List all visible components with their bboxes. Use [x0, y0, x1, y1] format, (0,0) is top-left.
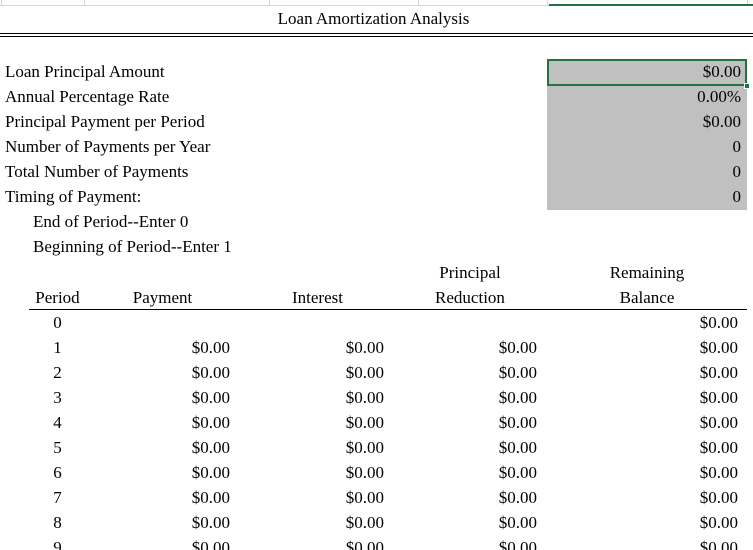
table-row: 8 $0.00 $0.00 $0.00 $0.00	[0, 510, 753, 535]
interest-cell[interactable]: $0.00	[345, 338, 384, 357]
header-balance-line2: Balance	[619, 288, 675, 307]
title-rule-top	[0, 33, 753, 34]
balance-cell[interactable]: $0.00	[699, 488, 738, 507]
balance-cell[interactable]: $0.00	[699, 388, 738, 407]
table-row: 5 $0.00 $0.00 $0.00 $0.00	[0, 435, 753, 460]
period-cell[interactable]: 6	[53, 463, 62, 482]
period-cell[interactable]: 7	[53, 488, 62, 507]
title-rule-bottom	[0, 36, 753, 37]
payment-cell[interactable]: $0.00	[191, 338, 230, 357]
principal-cell[interactable]: $0.00	[498, 438, 537, 457]
principal-cell[interactable]: $0.00	[498, 363, 537, 382]
table-row: 3 $0.00 $0.00 $0.00 $0.00	[0, 385, 753, 410]
payments-per-year-input[interactable]: 0	[732, 137, 742, 156]
table-row: 9 $0.00 $0.00 $0.00 $0.00	[0, 535, 753, 550]
payment-cell[interactable]: $0.00	[191, 438, 230, 457]
annual-rate-label: Annual Percentage Rate	[5, 87, 170, 106]
interest-cell[interactable]: $0.00	[345, 463, 384, 482]
fill-handle[interactable]	[744, 83, 750, 89]
interest-cell[interactable]: $0.00	[345, 363, 384, 382]
balance-cell[interactable]: $0.00	[699, 513, 738, 532]
period-cell[interactable]: 1	[53, 338, 62, 357]
period-cell[interactable]: 4	[53, 413, 62, 432]
principal-payment-label: Principal Payment per Period	[5, 112, 205, 131]
principal-cell[interactable]: $0.00	[498, 463, 537, 482]
total-payments-label: Total Number of Payments	[5, 162, 189, 181]
payment-cell[interactable]: $0.00	[191, 488, 230, 507]
table-row: 0 $0.00	[0, 310, 753, 335]
balance-cell[interactable]: $0.00	[699, 313, 738, 332]
principal-cell[interactable]: $0.00	[498, 488, 537, 507]
period-cell[interactable]: 5	[53, 438, 62, 457]
payment-cell[interactable]: $0.00	[191, 538, 230, 550]
balance-cell[interactable]: $0.00	[699, 338, 738, 357]
header-principal-line2: Reduction	[435, 288, 505, 307]
header-period: Period	[35, 288, 80, 307]
payment-cell[interactable]: $0.00	[191, 513, 230, 532]
period-cell[interactable]: 2	[53, 363, 62, 382]
table-row: 1 $0.00 $0.00 $0.00 $0.00	[0, 335, 753, 360]
balance-cell[interactable]: $0.00	[699, 413, 738, 432]
principal-cell[interactable]: $0.00	[498, 538, 537, 550]
period-cell[interactable]: 9	[53, 538, 62, 550]
payments-per-year-label: Number of Payments per Year	[5, 137, 211, 156]
payment-timing-label: Timing of Payment:	[5, 187, 142, 206]
interest-cell[interactable]: $0.00	[345, 388, 384, 407]
header-interest: Interest	[292, 288, 343, 307]
interest-cell[interactable]: $0.00	[345, 413, 384, 432]
table-row: 4 $0.00 $0.00 $0.00 $0.00	[0, 410, 753, 435]
balance-cell[interactable]: $0.00	[699, 463, 738, 482]
payment-timing-input[interactable]: 0	[732, 187, 742, 206]
interest-cell[interactable]: $0.00	[345, 488, 384, 507]
sheet-title: Loan Amortization Analysis	[277, 9, 470, 28]
table-row: 2 $0.00 $0.00 $0.00 $0.00	[0, 360, 753, 385]
period-cell[interactable]: 0	[53, 313, 62, 332]
timing-note-beginning: Beginning of Period--Enter 1	[33, 237, 232, 256]
table-row: 7 $0.00 $0.00 $0.00 $0.00	[0, 485, 753, 510]
principal-payment-input[interactable]: $0.00	[702, 112, 741, 131]
header-payment: Payment	[132, 288, 193, 307]
interest-cell[interactable]: $0.00	[345, 438, 384, 457]
total-payments-input[interactable]: 0	[732, 162, 742, 181]
selection-indicator	[549, 4, 753, 6]
active-cell-border	[547, 59, 747, 86]
balance-cell[interactable]: $0.00	[699, 538, 738, 550]
sheet-gridlines	[0, 0, 753, 6]
interest-cell[interactable]: $0.00	[345, 513, 384, 532]
payment-cell[interactable]: $0.00	[191, 413, 230, 432]
balance-cell[interactable]: $0.00	[699, 438, 738, 457]
principal-cell[interactable]: $0.00	[498, 413, 537, 432]
principal-cell[interactable]: $0.00	[498, 338, 537, 357]
principal-cell[interactable]: $0.00	[498, 388, 537, 407]
period-cell[interactable]: 8	[53, 513, 62, 532]
payment-cell[interactable]: $0.00	[191, 363, 230, 382]
payment-cell[interactable]: $0.00	[191, 463, 230, 482]
annual-rate-input[interactable]: 0.00%	[697, 87, 741, 106]
table-row: 6 $0.00 $0.00 $0.00 $0.00	[0, 460, 753, 485]
loan-principal-input[interactable]: $0.00	[702, 62, 741, 81]
header-balance-line1: Remaining	[609, 263, 685, 282]
interest-cell[interactable]: $0.00	[345, 538, 384, 550]
header-rule	[29, 309, 747, 310]
header-principal-line1: Principal	[439, 263, 501, 282]
timing-note-end: End of Period--Enter 0	[33, 212, 189, 231]
principal-cell[interactable]: $0.00	[498, 513, 537, 532]
loan-principal-label: Loan Principal Amount	[5, 62, 165, 81]
period-cell[interactable]: 3	[53, 388, 62, 407]
payment-cell[interactable]: $0.00	[191, 388, 230, 407]
balance-cell[interactable]: $0.00	[699, 363, 738, 382]
